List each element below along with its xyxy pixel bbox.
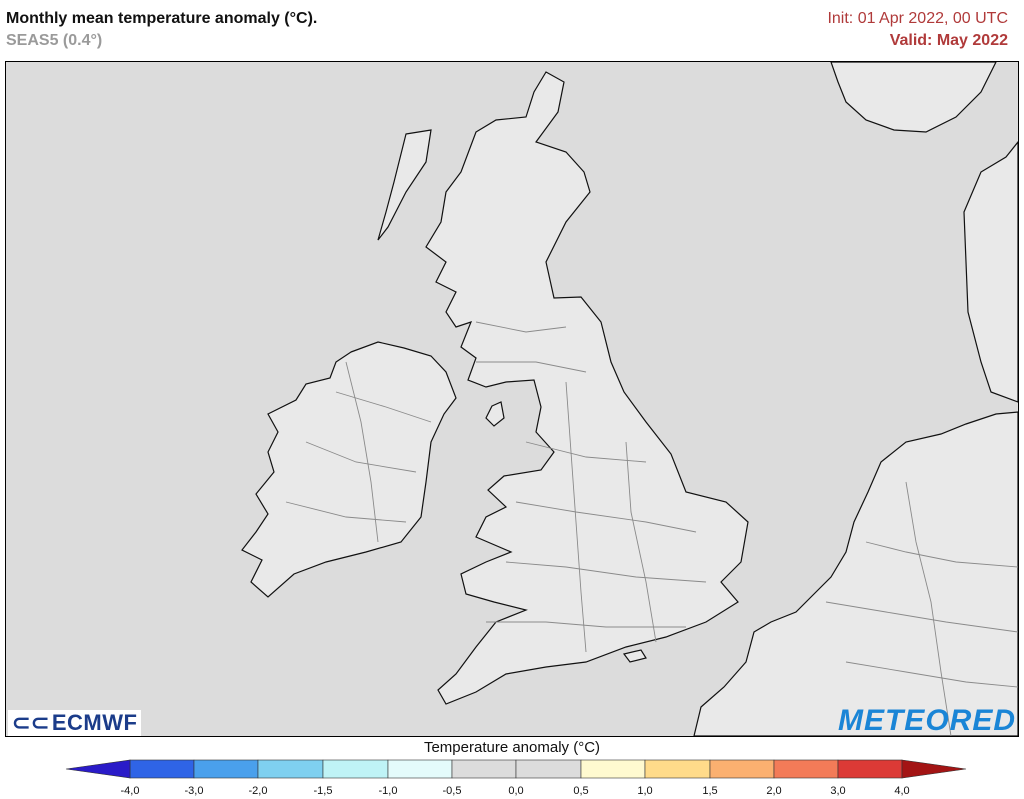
admin-borders: [285, 321, 1018, 736]
isle-of-man: [485, 401, 505, 427]
ecmwf-mark-icon: ⊂⊂: [12, 710, 50, 735]
colorbar-segment: [644, 759, 711, 779]
init-time: Init: 01 Apr 2022, 00 UTC: [827, 10, 1008, 27]
map-panel[interactable]: [5, 61, 1019, 737]
colorbar-tick-label: -0,5: [442, 785, 462, 797]
colorbar-segment: [387, 759, 453, 779]
colorbar-segment: [193, 759, 259, 779]
colorbar-segment: [322, 759, 389, 779]
ecmwf-logo: ⊂⊂ECMWF: [8, 710, 142, 736]
colorbar-tick-label: -4,0: [120, 785, 140, 797]
colorbar-tick-label: 0,5: [573, 785, 589, 797]
colorbar-tick-label: -1,0: [378, 785, 398, 797]
norway-landmass: [830, 62, 997, 133]
model-subtitle: SEAS5 (0.4°): [6, 32, 103, 49]
colorbar-tick-label: -1,5: [313, 785, 333, 797]
colorbar-tick-label: -2,0: [248, 785, 268, 797]
continent-landmass: [693, 411, 1018, 736]
great-britain-landmass: [425, 71, 749, 705]
ireland-landmass: [241, 341, 457, 598]
isle-of-wight: [622, 649, 647, 663]
colorbar-tick-label: 1,0: [637, 785, 653, 797]
colorbar: [65, 759, 967, 779]
colorbar-tick-label: 0,0: [508, 785, 524, 797]
denmark-landmass: [963, 141, 1018, 403]
colorbar-tick-label: 2,0: [766, 785, 782, 797]
map-title: Monthly mean temperature anomaly (°C).: [6, 10, 318, 27]
colorbar-segment: [837, 759, 903, 779]
colorbar-segment: [515, 759, 582, 779]
valid-time: Valid: May 2022: [889, 32, 1008, 49]
colorbar-ticks: -4,0 -3,0 -2,0 -1,5 -1,0 -0,5 0,0 0,5 1,0 1,5 2,0 3…: [0, 785, 1024, 799]
colorbar-tick-label: 1,5: [702, 785, 718, 797]
colorbar-tick-label: 3,0: [830, 785, 846, 797]
map-canvas: [241, 62, 1018, 736]
colorbar-segment: [451, 759, 517, 779]
header-left: Monthly mean temperature anomaly (°C). S…: [6, 8, 317, 52]
colorbar-segment: [773, 759, 839, 779]
colorbar-tick-label: 4,0: [894, 785, 910, 797]
colorbar-tick-label: -3,0: [184, 785, 204, 797]
colorbar-segment: [257, 759, 324, 779]
meteored-logo: METEORED: [837, 704, 1016, 737]
colorbar-max-arrow: [901, 759, 967, 779]
colorbar-segment: [129, 759, 195, 779]
colorbar-segment: [580, 759, 646, 779]
hebrides-island: [377, 129, 432, 241]
colorbar-min-arrow: [65, 759, 131, 779]
header-right: Init: 01 Apr 2022, 00 UTC Valid: May 202…: [827, 8, 1008, 52]
colorbar-segment: [709, 759, 775, 779]
legend-title: Temperature anomaly (°C): [423, 739, 601, 756]
